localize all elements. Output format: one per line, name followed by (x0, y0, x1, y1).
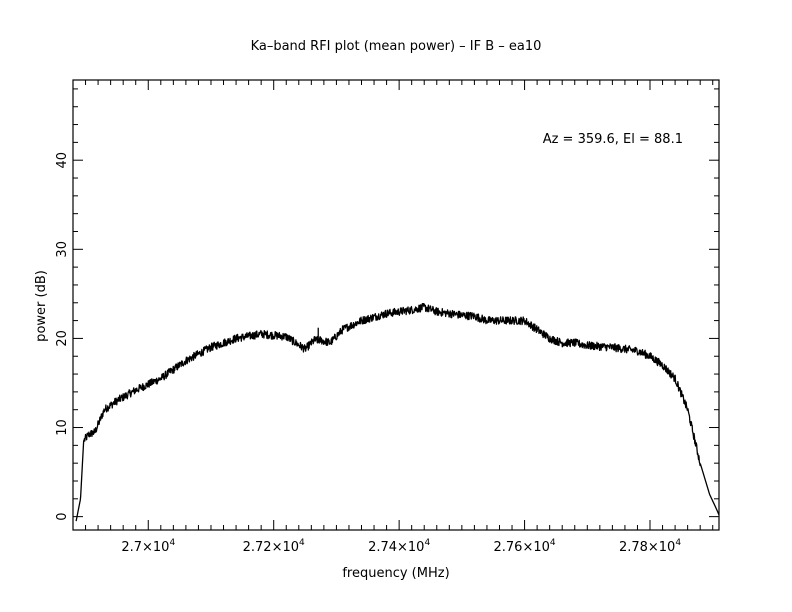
y-tick-label: 40 (55, 152, 70, 169)
y-tick-label: 0 (55, 512, 70, 520)
y-tick-label: 10 (55, 419, 70, 436)
y-tick-label: 30 (55, 241, 70, 258)
x-tick-label: 2.72×104 (243, 538, 305, 555)
series-line (75, 302, 720, 522)
axis-ticks (72, 80, 719, 530)
series-layer (75, 302, 720, 522)
annotation-az-el: Az = 359.6, El = 88.1 (543, 132, 683, 147)
tick-labels: 2.7×104 2.72×104 2.74×104 2.76×104 2.78×104 0… (55, 152, 681, 555)
y-tick-label: 20 (55, 330, 70, 347)
x-tick-label: 2.76×104 (494, 538, 556, 555)
plot-area (72, 79, 720, 531)
x-tick-label: 2.7×104 (121, 538, 175, 555)
y-axis-label: power (dB) (34, 270, 49, 342)
x-tick-label: 2.78×104 (619, 538, 681, 555)
x-tick-label: 2.74×104 (368, 538, 430, 555)
chart-title: Ka–band RFI plot (mean power) – IF B – e… (251, 39, 542, 54)
plot-frame (72, 79, 720, 531)
x-axis-label: frequency (MHz) (342, 566, 449, 581)
